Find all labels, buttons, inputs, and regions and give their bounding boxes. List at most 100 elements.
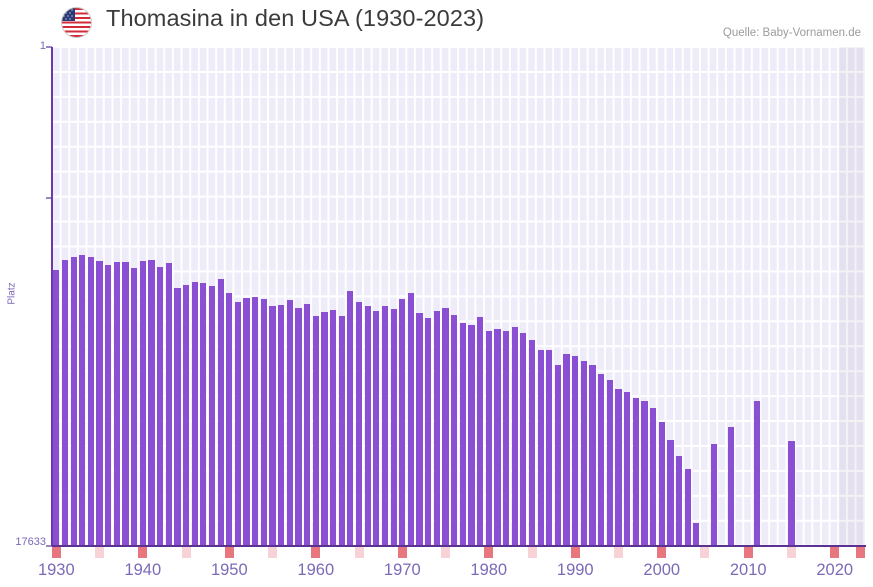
bar-1939[interactable] bbox=[131, 267, 138, 546]
bar-1937[interactable] bbox=[113, 261, 120, 546]
bar-1930[interactable] bbox=[53, 269, 60, 546]
bar-1996[interactable] bbox=[624, 391, 631, 546]
bar-1953[interactable] bbox=[252, 297, 259, 546]
bar-1949[interactable] bbox=[217, 278, 224, 546]
bar-1964[interactable] bbox=[347, 291, 354, 546]
bar-1956[interactable] bbox=[278, 305, 285, 546]
bar-1973[interactable] bbox=[425, 317, 432, 546]
bar-2004[interactable] bbox=[693, 522, 700, 546]
bar-2000[interactable] bbox=[658, 421, 665, 546]
x-axis-label-1950: 1950 bbox=[210, 561, 248, 579]
bar-1962[interactable] bbox=[329, 310, 337, 546]
x-axis-label-2020: 2020 bbox=[816, 561, 854, 579]
x-axis-label-1940: 1940 bbox=[124, 561, 162, 579]
bar-1980[interactable] bbox=[485, 330, 492, 546]
y-axis-title: Platz bbox=[6, 282, 18, 305]
x-major-tick-1940 bbox=[138, 547, 148, 558]
bar-1979[interactable] bbox=[477, 316, 484, 546]
bar-2003[interactable] bbox=[684, 468, 691, 546]
x-axis-label-2010: 2010 bbox=[729, 561, 767, 579]
bar-1976[interactable] bbox=[451, 314, 458, 546]
x-axis-ticks: 1930 1940 1950 1960 1970 1980 1990 2000 2010 2020 bbox=[0, 547, 873, 587]
bar-1948[interactable] bbox=[208, 286, 216, 546]
x-major-tick-1950 bbox=[224, 547, 234, 558]
bar-1990[interactable] bbox=[572, 355, 579, 546]
bar-1944[interactable] bbox=[174, 288, 181, 546]
bar-1991[interactable] bbox=[580, 361, 587, 546]
bar-1967[interactable] bbox=[373, 310, 380, 546]
bar-2015[interactable] bbox=[788, 441, 795, 546]
bar-2001[interactable] bbox=[667, 439, 674, 546]
bar-1987[interactable] bbox=[546, 350, 553, 546]
bar-1955[interactable] bbox=[269, 306, 276, 546]
bar-1946[interactable] bbox=[191, 281, 198, 546]
bar-1965[interactable] bbox=[355, 302, 363, 546]
bar-1940[interactable] bbox=[139, 260, 146, 546]
bar-1945[interactable] bbox=[182, 285, 190, 546]
x-end-tick bbox=[856, 547, 865, 558]
bar-1954[interactable] bbox=[260, 299, 267, 546]
bar-1998[interactable] bbox=[641, 401, 648, 546]
bar-1951[interactable] bbox=[234, 302, 242, 546]
bar-2002[interactable] bbox=[675, 456, 683, 546]
x-major-tick-1970 bbox=[397, 547, 407, 558]
bar-1999[interactable] bbox=[649, 408, 657, 546]
plot-area bbox=[52, 47, 865, 546]
bar-1934[interactable] bbox=[87, 256, 95, 546]
bar-1935[interactable] bbox=[96, 260, 103, 546]
bar-1938[interactable] bbox=[122, 261, 129, 546]
bar-2008[interactable] bbox=[727, 426, 735, 546]
bar-1986[interactable] bbox=[537, 350, 544, 546]
y-axis-bottom-label: 17633 bbox=[15, 536, 46, 548]
bar-1989[interactable] bbox=[563, 354, 570, 546]
bar-2006[interactable] bbox=[710, 444, 717, 546]
bar-1963[interactable] bbox=[338, 315, 345, 546]
bar-1988[interactable] bbox=[554, 365, 562, 546]
bar-2011[interactable] bbox=[753, 401, 760, 546]
bar-1961[interactable] bbox=[321, 311, 328, 546]
bar-1933[interactable] bbox=[79, 254, 86, 546]
bar-1997[interactable] bbox=[632, 398, 639, 546]
bar-1982[interactable] bbox=[502, 330, 510, 546]
bar-1971[interactable] bbox=[407, 293, 415, 546]
bar-1994[interactable] bbox=[606, 379, 613, 546]
bar-1936[interactable] bbox=[105, 264, 112, 546]
x-major-tick-2020 bbox=[830, 547, 840, 558]
bar-1952[interactable] bbox=[243, 298, 250, 546]
bar-1959[interactable] bbox=[304, 304, 311, 546]
bar-1974[interactable] bbox=[433, 310, 440, 546]
bar-1984[interactable] bbox=[520, 332, 527, 546]
bar-1968[interactable] bbox=[381, 306, 389, 546]
bar-1966[interactable] bbox=[364, 306, 371, 546]
bar-1947[interactable] bbox=[200, 282, 207, 546]
chart-header: Thomasina in den USA (1930-2023) Quelle:… bbox=[0, 0, 873, 44]
bar-1972[interactable] bbox=[416, 312, 423, 546]
bar-1941[interactable] bbox=[148, 259, 155, 546]
x-major-tick-1990 bbox=[570, 547, 580, 558]
x-major-tick-2010 bbox=[743, 547, 753, 558]
bar-1981[interactable] bbox=[494, 328, 501, 546]
bar-1992[interactable] bbox=[589, 365, 596, 546]
bar-1977[interactable] bbox=[459, 322, 466, 546]
bar-1932[interactable] bbox=[70, 256, 77, 546]
y-axis-top-label: 1 bbox=[39, 40, 46, 52]
source-label: Quelle: Baby-Vornamen.de bbox=[722, 27, 861, 39]
bar-1958[interactable] bbox=[295, 308, 302, 546]
bar-1970[interactable] bbox=[399, 299, 406, 546]
bar-1960[interactable] bbox=[312, 315, 319, 546]
bar-1957[interactable] bbox=[286, 300, 293, 546]
bar-1983[interactable] bbox=[511, 326, 518, 546]
x-axis-label-1990: 1990 bbox=[556, 561, 594, 579]
bar-1985[interactable] bbox=[528, 340, 536, 546]
bar-1995[interactable] bbox=[615, 388, 622, 546]
bar-1993[interactable] bbox=[598, 373, 605, 546]
bar-1950[interactable] bbox=[226, 293, 233, 546]
bar-1931[interactable] bbox=[61, 259, 69, 546]
bar-1975[interactable] bbox=[442, 308, 449, 546]
bar-1969[interactable] bbox=[390, 309, 397, 546]
x-major-tick-1980 bbox=[484, 547, 494, 558]
bar-1978[interactable] bbox=[468, 324, 475, 546]
bar-1943[interactable] bbox=[165, 262, 172, 546]
bar-1942[interactable] bbox=[156, 266, 164, 546]
